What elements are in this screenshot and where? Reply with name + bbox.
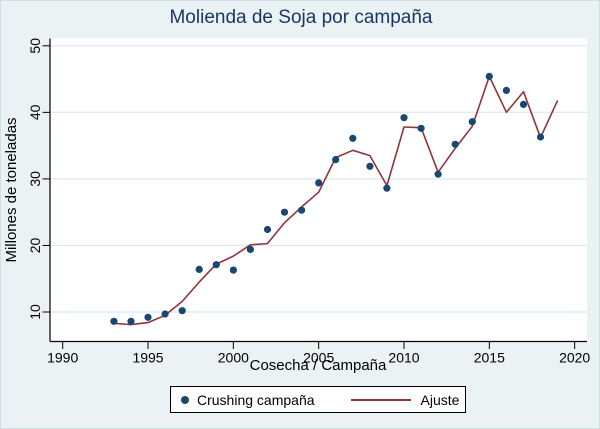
y-axis-title: Millones de toneladas — [3, 117, 20, 262]
scatter-point — [212, 261, 220, 269]
x-tick-label: 2010 — [388, 350, 419, 366]
y-tick-label: 50 — [27, 38, 43, 54]
scatter-point — [400, 114, 408, 122]
scatter-point — [519, 100, 528, 108]
scatter-point — [332, 156, 340, 164]
y-tick-label: 20 — [27, 237, 43, 253]
scatter-point — [417, 124, 425, 132]
scatter-point — [229, 266, 237, 274]
legend: Crushing campaña Ajuste — [170, 386, 466, 413]
y-tick-label: 10 — [27, 304, 43, 320]
scatter-point — [161, 310, 169, 318]
scatter-point — [110, 317, 118, 325]
x-tick-label: 2020 — [559, 350, 590, 366]
x-axis-title: Cosecha / Campaña — [250, 357, 387, 374]
scatter-point — [178, 307, 186, 315]
scatter-point — [366, 162, 374, 170]
scatter-point — [246, 245, 254, 253]
scatter-point — [280, 208, 289, 216]
scatter-point — [485, 72, 493, 80]
legend-label-crushing: Crushing campaña — [197, 391, 315, 408]
chart-title: Molienda de Soja por campaña — [169, 7, 433, 28]
scatter-point — [315, 179, 323, 187]
y-tick-label: 40 — [27, 104, 43, 120]
x-tick-label: 1990 — [47, 350, 78, 366]
scatter-point — [536, 133, 545, 141]
legend-label-ajuste: Ajuste — [420, 391, 460, 408]
y-tick-label: 30 — [27, 171, 43, 187]
x-tick-label: 2015 — [474, 350, 505, 366]
scatter-point — [468, 118, 476, 126]
x-tick-label: 2005 — [303, 350, 334, 366]
scatter-point — [434, 170, 442, 178]
scatter-marker-icon — [181, 395, 189, 404]
x-tick-label: 1995 — [132, 350, 163, 366]
scatter-point — [383, 184, 391, 192]
plot-background — [50, 38, 587, 342]
x-tick-label: 2000 — [218, 350, 249, 366]
line-marker-icon — [350, 398, 411, 401]
scatter-point — [195, 265, 203, 273]
scatter-point — [263, 225, 272, 234]
scatter-point — [349, 134, 357, 142]
scatter-point — [127, 317, 135, 325]
scatter-point — [298, 206, 306, 214]
scatter-point — [502, 86, 510, 94]
scatter-point — [451, 140, 459, 148]
scatter-point — [144, 313, 152, 321]
